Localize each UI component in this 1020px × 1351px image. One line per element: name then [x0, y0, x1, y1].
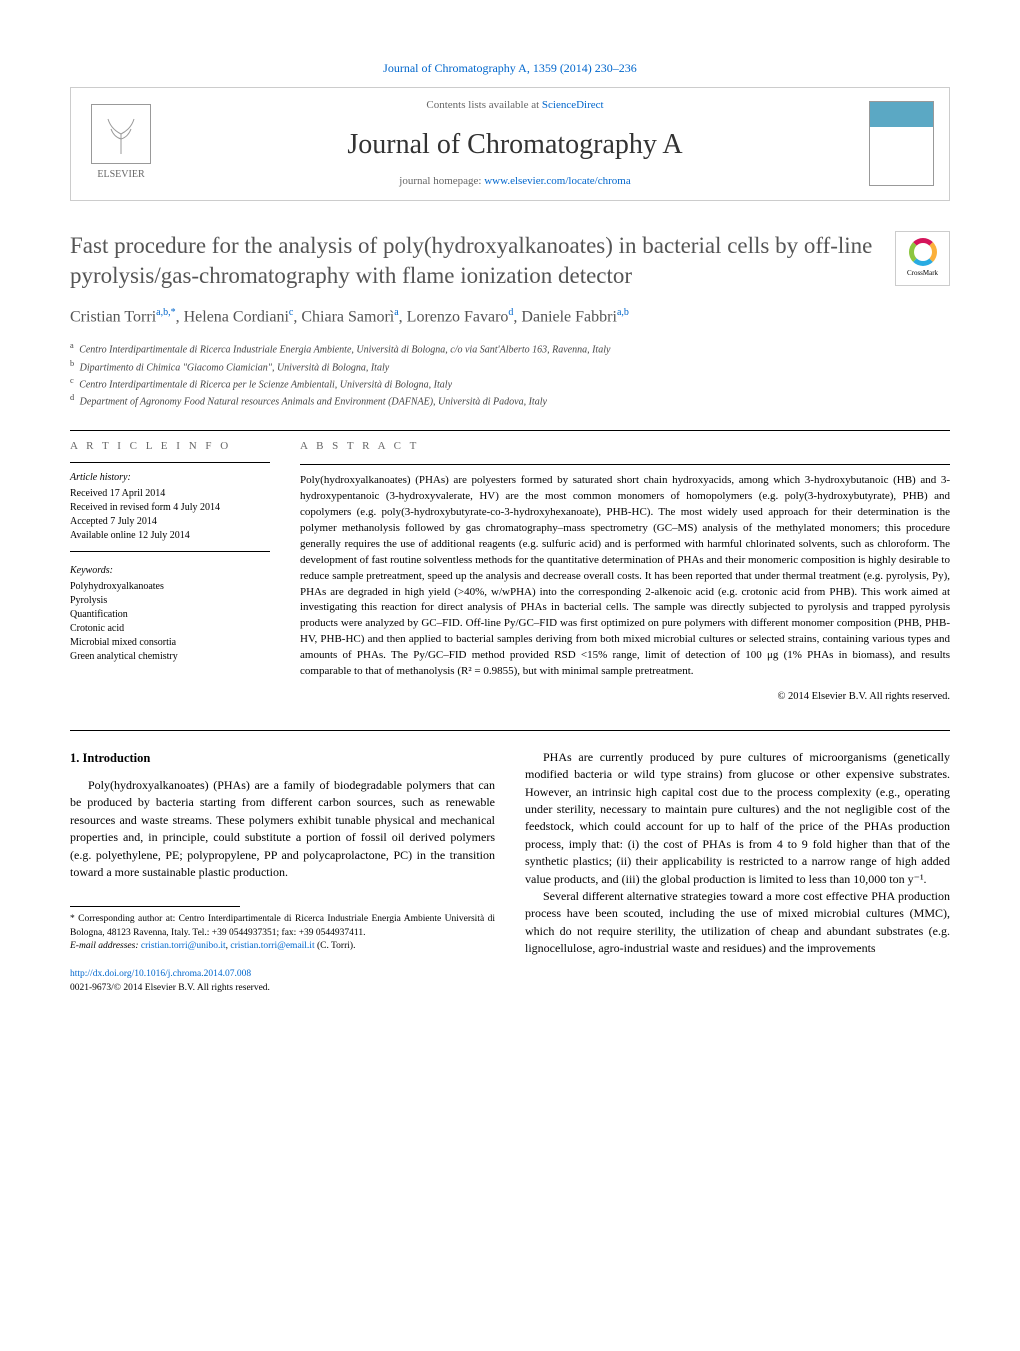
article-title: Fast procedure for the analysis of poly(…: [70, 231, 875, 291]
footnotes: * Corresponding author at: Centro Interd…: [70, 913, 495, 953]
intro-p3: Several different alternative strategies…: [525, 888, 950, 958]
history-line: Available online 12 July 2014: [70, 529, 270, 543]
keyword: Polyhydroxyalkanoates: [70, 580, 270, 594]
email-label: E-mail addresses:: [70, 941, 141, 951]
affiliation-line: b Dipartimento di Chimica "Giacomo Ciami…: [70, 358, 950, 375]
email-link-1[interactable]: cristian.torri@unibo.it: [141, 941, 226, 951]
left-column: 1. Introduction Poly(hydroxyalkanoates) …: [70, 749, 495, 996]
intro-heading: 1. Introduction: [70, 749, 495, 767]
right-column: PHAs are currently produced by pure cult…: [525, 749, 950, 996]
elsevier-logo: ELSEVIER: [86, 104, 156, 184]
email-line: E-mail addresses: cristian.torri@unibo.i…: [70, 940, 495, 953]
article-info-heading: A R T I C L E I N F O: [70, 439, 270, 454]
email-link-2[interactable]: cristian.torri@email.it: [230, 941, 314, 951]
history-line: Received 17 April 2014: [70, 487, 270, 501]
history-line: Received in revised form 4 July 2014: [70, 501, 270, 515]
journal-name: Journal of Chromatography A: [176, 125, 854, 164]
article-info-sidebar: A R T I C L E I N F O Article history: R…: [70, 439, 270, 705]
contents-prefix: Contents lists available at: [426, 99, 541, 111]
journal-reference: Journal of Chromatography A, 1359 (2014)…: [70, 60, 950, 77]
crossmark-icon: [909, 238, 937, 266]
abstract-text: Poly(hydroxyalkanoates) (PHAs) are polye…: [300, 473, 950, 680]
affiliations: a Centro Interdipartimentale di Ricerca …: [70, 340, 950, 409]
abstract-copyright: © 2014 Elsevier B.V. All rights reserved…: [300, 690, 950, 705]
corresponding-author-note: * Corresponding author at: Centro Interd…: [70, 913, 495, 940]
keyword: Microbial mixed consortia: [70, 636, 270, 650]
keyword: Quantification: [70, 608, 270, 622]
homepage-prefix: journal homepage:: [399, 175, 484, 187]
issn-copyright: 0021-9673/© 2014 Elsevier B.V. All right…: [70, 983, 270, 993]
intro-p1: Poly(hydroxyalkanoates) (PHAs) are a fam…: [70, 777, 495, 881]
sciencedirect-link[interactable]: ScienceDirect: [542, 99, 604, 111]
doi-link[interactable]: http://dx.doi.org/10.1016/j.chroma.2014.…: [70, 969, 251, 979]
email-who: (C. Torri).: [315, 941, 356, 951]
divider: [70, 430, 950, 431]
journal-cover-thumbnail: [869, 101, 934, 186]
body-columns: 1. Introduction Poly(hydroxyalkanoates) …: [70, 749, 950, 996]
bottom-bar: http://dx.doi.org/10.1016/j.chroma.2014.…: [70, 968, 495, 996]
keyword: Pyrolysis: [70, 594, 270, 608]
contents-lists-line: Contents lists available at ScienceDirec…: [176, 98, 854, 113]
affiliation-line: d Department of Agronomy Food Natural re…: [70, 392, 950, 409]
affiliation-line: c Centro Interdipartimentale di Ricerca …: [70, 375, 950, 392]
affiliation-line: a Centro Interdipartimentale di Ricerca …: [70, 340, 950, 357]
abstract-heading: A B S T R A C T: [300, 439, 950, 454]
article-history-heading: Article history:: [70, 471, 270, 485]
intro-p2: PHAs are currently produced by pure cult…: [525, 749, 950, 888]
publisher-name: ELSEVIER: [97, 168, 144, 182]
section-divider: [70, 730, 950, 731]
homepage-line: journal homepage: www.elsevier.com/locat…: [176, 174, 854, 189]
homepage-link[interactable]: www.elsevier.com/locate/chroma: [484, 175, 631, 187]
abstract-column: A B S T R A C T Poly(hydroxyalkanoates) …: [300, 439, 950, 705]
keywords-heading: Keywords:: [70, 564, 270, 578]
footnote-divider: [70, 906, 240, 907]
history-line: Accepted 7 July 2014: [70, 515, 270, 529]
author-list: Cristian Torria,b,*, Helena Cordianic, C…: [70, 306, 950, 329]
keyword: Crotonic acid: [70, 622, 270, 636]
crossmark-badge[interactable]: CrossMark: [895, 231, 950, 286]
journal-header: ELSEVIER Contents lists available at Sci…: [70, 87, 950, 201]
crossmark-label: CrossMark: [907, 269, 938, 279]
keyword: Green analytical chemistry: [70, 650, 270, 664]
elsevier-tree-icon: [91, 104, 151, 164]
